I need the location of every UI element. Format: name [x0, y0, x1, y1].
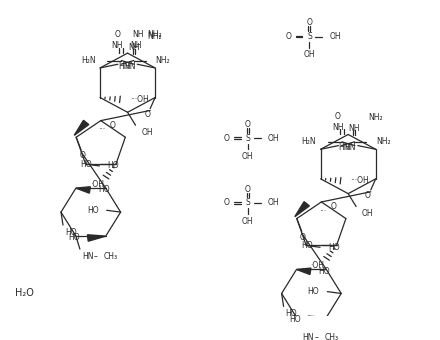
- Text: O: O: [331, 202, 337, 211]
- Text: NH₂: NH₂: [148, 30, 162, 39]
- Text: OH: OH: [268, 134, 279, 143]
- Polygon shape: [295, 202, 309, 217]
- Text: O: O: [335, 112, 341, 120]
- Text: NH: NH: [132, 30, 143, 39]
- Text: O: O: [114, 30, 120, 39]
- Text: HO: HO: [319, 267, 330, 276]
- Text: HO: HO: [98, 185, 110, 194]
- Text: –: –: [94, 252, 98, 261]
- Text: HO: HO: [68, 234, 80, 242]
- Text: O: O: [79, 151, 85, 160]
- Text: NH₂: NH₂: [368, 113, 383, 122]
- Text: OH: OH: [304, 51, 315, 59]
- Text: S: S: [246, 198, 250, 207]
- Text: OH: OH: [329, 32, 341, 41]
- Text: HN: HN: [338, 143, 350, 152]
- Text: HO: HO: [308, 287, 319, 296]
- Text: H₂N: H₂N: [301, 137, 316, 147]
- Text: HO: HO: [81, 159, 92, 169]
- Text: ···: ···: [319, 207, 326, 216]
- Text: S: S: [307, 32, 312, 41]
- Text: HO: HO: [289, 315, 301, 324]
- Text: HO: HO: [286, 309, 297, 318]
- Polygon shape: [297, 268, 311, 274]
- Text: NH: NH: [112, 41, 123, 50]
- Text: ·OH: ·OH: [311, 261, 325, 270]
- Text: HO: HO: [65, 228, 77, 237]
- Text: CH₃: CH₃: [324, 333, 338, 340]
- Text: O: O: [300, 233, 306, 241]
- Text: ···OH: ···OH: [350, 176, 369, 185]
- Text: NH: NH: [332, 123, 344, 132]
- Text: HO: HO: [328, 243, 340, 252]
- Text: –: –: [315, 333, 318, 340]
- Polygon shape: [308, 316, 326, 323]
- Text: NH: NH: [128, 43, 139, 52]
- Text: ···: ···: [98, 125, 106, 134]
- Polygon shape: [74, 120, 89, 135]
- Text: OH: OH: [242, 152, 253, 161]
- Text: H₂N: H₂N: [81, 56, 95, 65]
- Text: HN: HN: [345, 143, 356, 152]
- Text: CH₃: CH₃: [104, 252, 118, 261]
- Text: HN: HN: [118, 62, 129, 71]
- Text: OH: OH: [268, 198, 279, 207]
- Text: OH: OH: [142, 128, 153, 137]
- Text: ···OH: ···OH: [130, 95, 149, 104]
- Text: O: O: [224, 134, 230, 143]
- Text: S: S: [246, 134, 250, 143]
- Text: O: O: [245, 185, 251, 193]
- Text: O: O: [245, 120, 251, 129]
- Text: O: O: [286, 32, 292, 41]
- Text: NH₂: NH₂: [156, 56, 170, 65]
- Text: NH₂: NH₂: [376, 137, 391, 147]
- Text: O: O: [144, 110, 150, 119]
- Text: ·OH: ·OH: [90, 180, 104, 189]
- Text: HN: HN: [124, 62, 136, 71]
- Polygon shape: [76, 187, 90, 193]
- Text: HN: HN: [82, 252, 93, 261]
- Text: HO: HO: [107, 162, 119, 170]
- Text: H₂O: H₂O: [15, 288, 34, 299]
- Text: O: O: [224, 198, 230, 207]
- Text: NH: NH: [348, 124, 360, 133]
- Polygon shape: [88, 235, 106, 241]
- Text: O: O: [307, 18, 312, 27]
- Text: OH: OH: [242, 217, 253, 226]
- Text: HO: HO: [87, 206, 99, 215]
- Text: O: O: [365, 191, 371, 200]
- Text: NH₂: NH₂: [148, 32, 162, 41]
- Text: HN: HN: [302, 333, 314, 340]
- Text: O: O: [110, 121, 116, 130]
- Text: NH: NH: [130, 41, 142, 50]
- Text: HO: HO: [301, 241, 313, 250]
- Text: OH: OH: [362, 209, 374, 219]
